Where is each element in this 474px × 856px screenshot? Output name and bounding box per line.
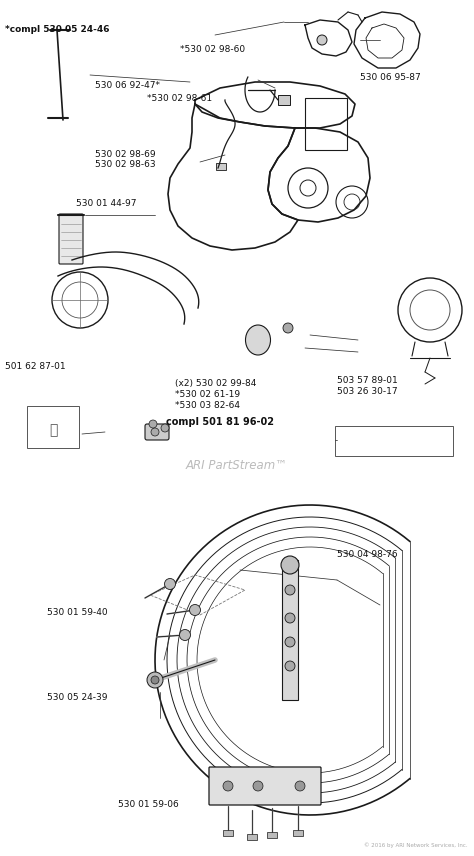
Circle shape bbox=[149, 420, 157, 428]
Text: 503 26 30-17: 503 26 30-17 bbox=[337, 387, 397, 395]
FancyBboxPatch shape bbox=[59, 214, 83, 264]
Bar bbox=[223, 830, 233, 836]
Bar bbox=[267, 832, 277, 838]
FancyBboxPatch shape bbox=[209, 767, 321, 805]
Circle shape bbox=[253, 781, 263, 791]
Bar bbox=[305, 98, 347, 150]
FancyBboxPatch shape bbox=[145, 424, 169, 440]
Bar bbox=[278, 95, 290, 105]
Text: 530 06 92-47*: 530 06 92-47* bbox=[95, 81, 160, 90]
Text: 530 01 59-06: 530 01 59-06 bbox=[118, 800, 179, 809]
Circle shape bbox=[164, 579, 175, 590]
Text: compl 501 81 96-02: compl 501 81 96-02 bbox=[166, 417, 274, 427]
Circle shape bbox=[223, 781, 233, 791]
Circle shape bbox=[317, 35, 327, 45]
Text: *530 02 61-19: *530 02 61-19 bbox=[175, 390, 240, 399]
Circle shape bbox=[295, 781, 305, 791]
Bar bbox=[27, 406, 79, 448]
Circle shape bbox=[151, 428, 159, 436]
Text: *530 02 98-60: *530 02 98-60 bbox=[180, 45, 245, 54]
Circle shape bbox=[147, 672, 163, 688]
Text: 530 06 95-87: 530 06 95-87 bbox=[360, 73, 421, 81]
Circle shape bbox=[285, 661, 295, 671]
Ellipse shape bbox=[246, 325, 271, 355]
Text: *530 03 82-64: *530 03 82-64 bbox=[175, 401, 240, 410]
Text: 530 02 98-63: 530 02 98-63 bbox=[95, 160, 155, 169]
Circle shape bbox=[285, 585, 295, 595]
Text: 530 01 44-97: 530 01 44-97 bbox=[76, 199, 137, 208]
Circle shape bbox=[285, 637, 295, 647]
Text: 503 57 89-01: 503 57 89-01 bbox=[337, 376, 397, 384]
Text: *530 02 98-61: *530 02 98-61 bbox=[147, 94, 212, 103]
Bar bbox=[247, 834, 257, 840]
Circle shape bbox=[151, 676, 159, 684]
Text: 530 02 98-69: 530 02 98-69 bbox=[95, 150, 155, 158]
Bar bbox=[293, 830, 303, 836]
Circle shape bbox=[190, 604, 201, 615]
Circle shape bbox=[283, 323, 293, 333]
Text: 501 62 87-01: 501 62 87-01 bbox=[5, 362, 65, 371]
Circle shape bbox=[180, 629, 191, 640]
Circle shape bbox=[281, 556, 299, 574]
Text: 530 01 59-40: 530 01 59-40 bbox=[47, 609, 108, 617]
Bar bbox=[216, 163, 226, 170]
Text: 530 05 24-39: 530 05 24-39 bbox=[47, 693, 108, 702]
Circle shape bbox=[161, 424, 169, 432]
Text: 530 04 98-76: 530 04 98-76 bbox=[337, 550, 397, 559]
Bar bbox=[335, 426, 453, 456]
Text: © 2016 by ARI Network Services, Inc.: © 2016 by ARI Network Services, Inc. bbox=[365, 842, 468, 848]
Text: 👷: 👷 bbox=[49, 423, 57, 437]
Circle shape bbox=[285, 613, 295, 623]
Text: *compl 530 05 24-46: *compl 530 05 24-46 bbox=[5, 26, 109, 34]
Bar bbox=[282, 560, 298, 700]
Text: (x2) 530 02 99-84: (x2) 530 02 99-84 bbox=[175, 379, 257, 388]
Text: ARI PartStream™: ARI PartStream™ bbox=[186, 459, 288, 472]
